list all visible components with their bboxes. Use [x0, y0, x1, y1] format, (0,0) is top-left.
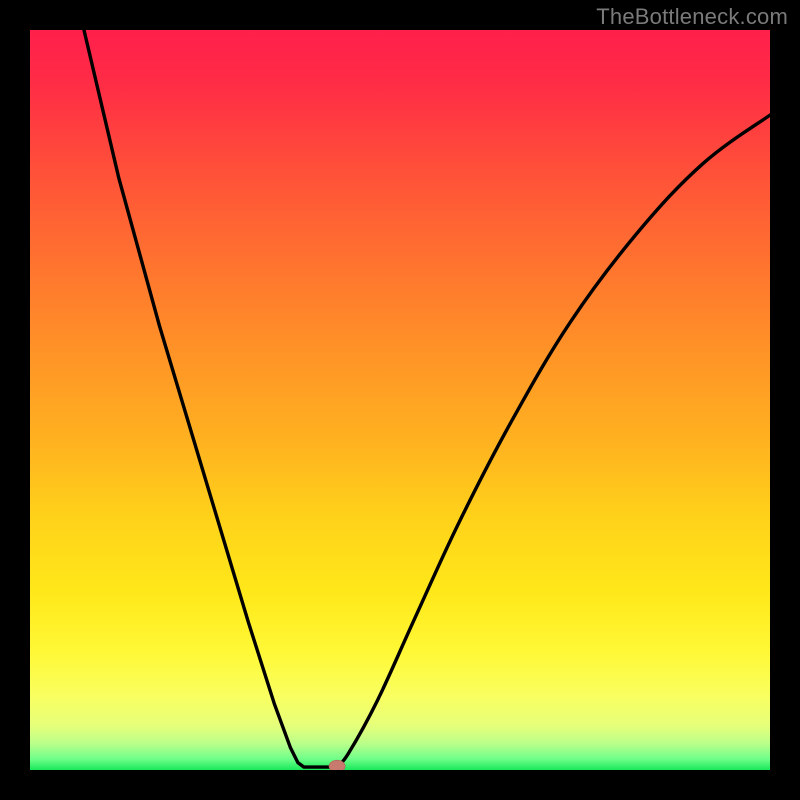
- plot-area: [30, 30, 770, 770]
- bottleneck-curve: [30, 30, 770, 770]
- optimum-marker: [329, 760, 345, 770]
- watermark-text: TheBottleneck.com: [596, 4, 788, 30]
